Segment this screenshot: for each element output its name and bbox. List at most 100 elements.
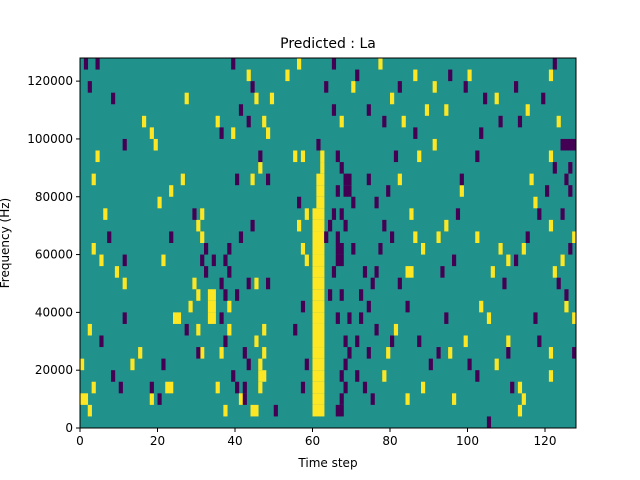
- y-tick-label: 60000: [35, 248, 73, 262]
- heatmap-cell-high: [560, 254, 565, 267]
- heatmap-cell-high: [320, 231, 325, 243]
- heatmap-cell-low: [514, 254, 519, 267]
- heatmap-cell-high: [266, 127, 271, 139]
- heatmap-cell-low: [335, 150, 340, 163]
- heatmap-cell-high: [80, 358, 85, 371]
- heatmap-cell-low: [304, 358, 309, 371]
- heatmap-cell-high: [312, 254, 317, 267]
- heatmap-cell-low: [459, 173, 464, 186]
- heatmap-cell-high: [316, 231, 321, 243]
- heatmap-cell-low: [552, 58, 557, 70]
- heatmap-cell-low: [374, 266, 379, 278]
- heatmap-cell-high: [312, 381, 317, 394]
- heatmap-cell-high: [424, 104, 430, 116]
- heatmap-cell-low: [366, 300, 371, 313]
- heatmap-cell-high: [316, 289, 321, 301]
- heatmap-cell-low: [382, 115, 387, 128]
- heatmap-cell-low: [359, 312, 364, 324]
- heatmap-cell-low: [169, 231, 174, 243]
- heatmap-cell-high: [312, 347, 317, 359]
- heatmap-cell-low: [149, 381, 154, 394]
- heatmap-cell-high: [176, 312, 182, 324]
- heatmap-cell-low: [300, 300, 306, 313]
- heatmap-cell-high: [393, 323, 399, 336]
- heatmap-cell-high: [320, 370, 325, 382]
- heatmap-cell-high: [285, 69, 290, 82]
- heatmap-cell-low: [366, 104, 371, 116]
- heatmap-cell-high: [227, 323, 232, 336]
- heatmap-cell-high: [316, 347, 321, 359]
- heatmap-cell-high: [521, 393, 526, 405]
- heatmap-cell-high: [320, 393, 325, 405]
- heatmap-cell-high: [91, 173, 96, 186]
- x-axis-label: Time step: [297, 456, 357, 470]
- x-tick-label: 80: [382, 434, 397, 448]
- heatmap-cell-low: [359, 289, 364, 301]
- heatmap-cell-high: [316, 219, 321, 232]
- heatmap-cell-high: [99, 254, 104, 267]
- heatmap-cell-low: [370, 277, 375, 290]
- heatmap-cell-high: [320, 300, 325, 313]
- heatmap-cell-high: [401, 115, 406, 128]
- heatmap-cell-high: [180, 173, 185, 186]
- heatmap-cell-low: [343, 185, 348, 197]
- heatmap-cell-low: [328, 289, 333, 301]
- heatmap-cell-low: [545, 185, 550, 197]
- heatmap-cell-high: [316, 266, 321, 278]
- heatmap-cell-high: [211, 289, 216, 301]
- heatmap-cell-high: [169, 381, 174, 394]
- heatmap-cell-high: [405, 266, 410, 278]
- heatmap-cell-low: [204, 243, 209, 255]
- heatmap-cell-high: [258, 370, 263, 382]
- heatmap-cell-high: [91, 381, 96, 394]
- heatmap-cell-low: [390, 335, 395, 348]
- heatmap-cell-low: [560, 138, 565, 151]
- heatmap-cell-high: [87, 323, 92, 336]
- heatmap-cell-high: [316, 370, 321, 382]
- heatmap-cell-high: [312, 277, 317, 290]
- heatmap-cell-low: [444, 312, 449, 324]
- heatmap-cell-high: [316, 323, 321, 336]
- heatmap-cell-high: [378, 58, 383, 70]
- heatmap-cell-high: [184, 92, 189, 105]
- heatmap-cell-high: [316, 404, 321, 417]
- heatmap-cell-low: [231, 58, 236, 70]
- heatmap-cell-high: [556, 115, 561, 128]
- heatmap-cell-high: [444, 219, 449, 232]
- heatmap-cell-low: [246, 115, 251, 128]
- heatmap-cell-high: [223, 404, 228, 417]
- heatmap-cell-low: [502, 277, 507, 290]
- heatmap-cell-low: [390, 231, 395, 243]
- heatmap-cell-high: [246, 69, 251, 82]
- heatmap-cell-low: [297, 196, 302, 209]
- heatmap-cell-low: [486, 416, 492, 428]
- heatmap-cell-low: [335, 312, 340, 324]
- heatmap-cell-low: [541, 92, 546, 105]
- heatmap-cell-low: [339, 162, 344, 174]
- heatmap-cell-low: [386, 185, 391, 197]
- heatmap-cell-low: [122, 312, 127, 324]
- heatmap-cell-high: [479, 300, 484, 313]
- heatmap-cell-high: [572, 312, 577, 324]
- heatmap-cell-low: [324, 81, 329, 93]
- heatmap-cell-high: [316, 335, 321, 348]
- heatmap-cell-high: [421, 381, 426, 394]
- heatmap-cell-low: [517, 115, 523, 128]
- heatmap-cell-high: [564, 300, 569, 313]
- heatmap-cell-low: [242, 347, 247, 359]
- heatmap-cell-high: [320, 219, 325, 232]
- heatmap-cell-high: [297, 58, 302, 70]
- heatmap-cell-high: [320, 254, 325, 267]
- heatmap-cell-low: [552, 162, 557, 174]
- heatmap-cell-low: [537, 335, 542, 348]
- heatmap-cell-high: [312, 243, 317, 255]
- heatmap-cell-high: [448, 347, 453, 359]
- heatmap-cell-low: [335, 231, 340, 243]
- heatmap-cell-low: [382, 219, 387, 232]
- heatmap-cell-high: [316, 312, 321, 324]
- heatmap-cell-high: [200, 231, 205, 243]
- heatmap-cell-low: [455, 208, 461, 220]
- heatmap-cell-high: [91, 243, 96, 255]
- heatmap-cell-high: [304, 208, 309, 220]
- heatmap-cell-high: [529, 173, 534, 186]
